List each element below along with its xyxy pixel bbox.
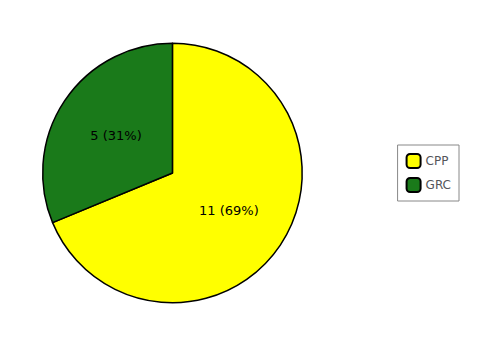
svg-text:GRC: GRC — [426, 178, 451, 192]
svg-text:CPP: CPP — [426, 154, 449, 168]
svg-text:5 (31%): 5 (31%) — [90, 128, 141, 143]
svg-text:11 (69%): 11 (69%) — [199, 203, 259, 218]
